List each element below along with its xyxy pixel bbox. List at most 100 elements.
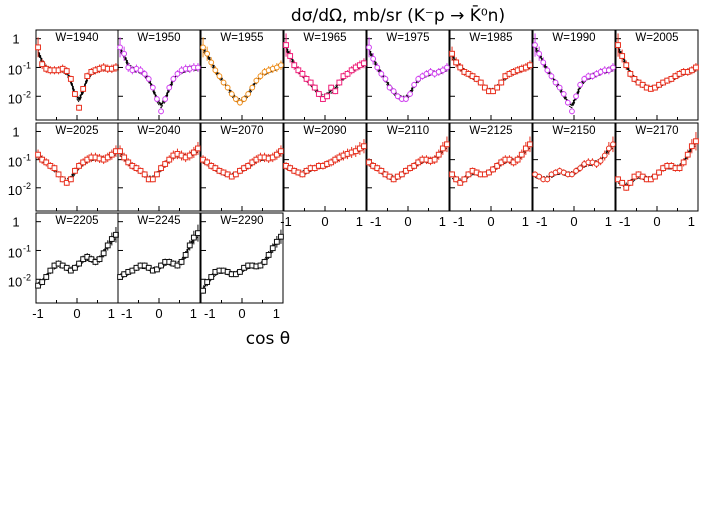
panel-label: W=2110 <box>387 125 429 137</box>
data-point <box>544 67 551 74</box>
data-point <box>627 179 634 186</box>
data-point <box>253 77 260 84</box>
model-curve-dashed <box>202 51 282 104</box>
data-point <box>361 60 367 67</box>
panel-label: W=2205 <box>55 215 98 227</box>
x-tick-label: 1 <box>273 306 280 321</box>
data-point <box>212 67 219 74</box>
data-point <box>532 42 538 48</box>
panel: W=2150 -1 0 1 <box>532 122 616 229</box>
data-point <box>610 64 616 71</box>
data-point <box>407 91 413 97</box>
data-point <box>490 166 496 173</box>
model-curve-dotted <box>617 45 697 87</box>
panel: W=1975 <box>366 29 450 121</box>
data-point <box>439 145 446 152</box>
panel: W=2290 -1 0 1 <box>200 212 284 321</box>
panel-label: W=2005 <box>635 32 678 44</box>
data-point <box>548 73 555 80</box>
data-point <box>278 233 284 240</box>
data-point <box>190 234 197 241</box>
data-point <box>76 104 82 111</box>
data-point <box>601 152 608 159</box>
data-point <box>76 162 82 169</box>
data-point <box>386 84 393 91</box>
data-point <box>174 262 181 269</box>
data-point <box>204 50 211 57</box>
data-point <box>204 279 211 285</box>
data-point <box>96 256 103 263</box>
x-tick-label: -1 <box>370 214 382 229</box>
y-tick-label: 10 <box>8 91 22 106</box>
data-point <box>411 81 418 88</box>
data-point <box>527 141 533 148</box>
data-point <box>208 59 215 66</box>
data-point <box>527 62 533 69</box>
data-point <box>273 151 280 158</box>
data-point <box>370 55 377 62</box>
x-tick-label: 0 <box>238 306 245 321</box>
data-point <box>141 70 148 77</box>
data-point <box>684 151 691 158</box>
model-curve-dotted <box>451 142 531 180</box>
data-point <box>498 79 505 86</box>
panel-label: W=1985 <box>469 32 512 44</box>
data-point <box>80 86 87 92</box>
data-point <box>556 84 563 91</box>
data-point <box>104 242 111 249</box>
data-point <box>299 171 306 178</box>
data-point <box>328 84 335 91</box>
data-point <box>283 42 289 48</box>
data-point <box>577 165 584 172</box>
data-point <box>627 70 634 77</box>
data-point <box>361 143 367 150</box>
data-point <box>457 64 464 71</box>
data-point <box>208 274 215 280</box>
data-point <box>619 179 626 186</box>
panel-label: W=1990 <box>552 32 595 44</box>
model-curve-solid <box>119 48 198 107</box>
x-tick-label: -1 <box>204 306 216 321</box>
data-point <box>158 108 164 115</box>
data-point <box>403 96 409 102</box>
data-point <box>76 260 82 267</box>
data-point <box>390 88 397 95</box>
panel-label: W=1975 <box>386 32 429 44</box>
model-curve-solid <box>451 144 531 182</box>
data-point <box>72 167 78 174</box>
data-point <box>47 267 54 274</box>
data-point <box>378 70 385 77</box>
data-point <box>411 162 418 169</box>
panel-label: W=2090 <box>303 125 346 137</box>
data-point <box>680 159 687 166</box>
x-tick-label: -1 <box>453 214 465 229</box>
data-point <box>693 138 699 145</box>
data-point <box>228 91 235 97</box>
data-point <box>593 161 600 167</box>
panel: W=2090 -1 0 1 <box>280 122 367 229</box>
data-point <box>398 171 405 178</box>
data-point <box>245 91 252 97</box>
data-point <box>170 76 177 82</box>
data-point <box>35 151 41 158</box>
data-point <box>536 50 543 57</box>
data-point <box>108 236 115 242</box>
data-point <box>178 259 185 265</box>
data-point <box>415 76 422 82</box>
data-point <box>615 42 621 48</box>
data-point <box>299 70 306 77</box>
data-point <box>100 250 107 257</box>
data-point <box>117 44 123 51</box>
y-tick-label: 10 <box>8 245 22 260</box>
data-point <box>366 44 372 51</box>
data-point <box>693 64 699 71</box>
data-point <box>382 76 389 82</box>
x-tick-label: -1 <box>32 306 44 321</box>
data-point <box>117 148 123 155</box>
data-point <box>552 79 559 86</box>
data-point <box>141 171 148 178</box>
